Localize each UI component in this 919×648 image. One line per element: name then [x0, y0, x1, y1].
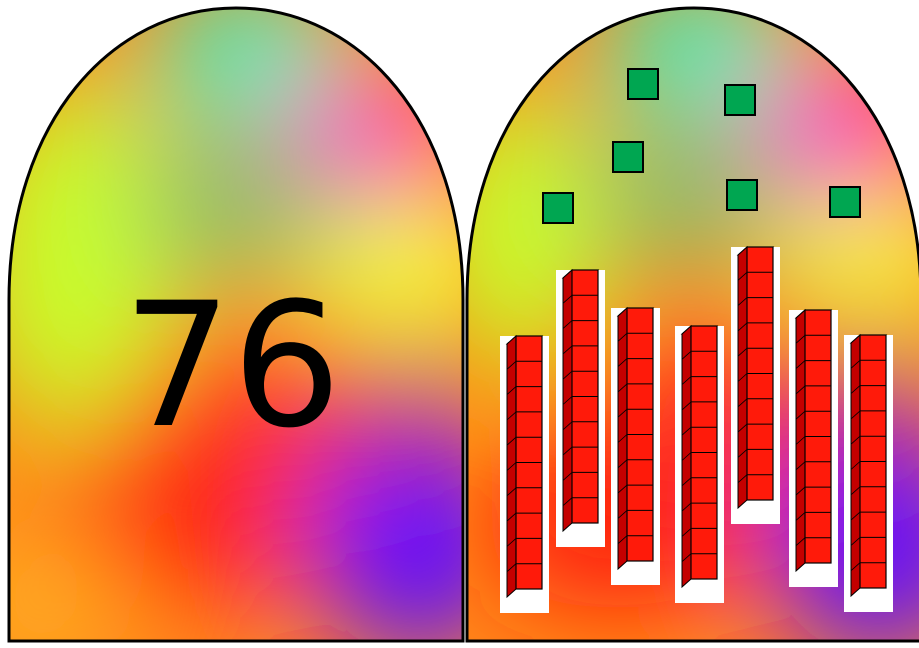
- ten-rod: [500, 334, 549, 613]
- unit-divider-side: [795, 512, 806, 521]
- unit-divider-side: [737, 474, 748, 483]
- unit-divider-side: [795, 537, 806, 546]
- unit-divider-side: [850, 435, 861, 445]
- unit-divider-side: [795, 385, 806, 395]
- unit-divider-side: [681, 426, 692, 436]
- unit-divider-side: [562, 497, 573, 506]
- unit-divider-side: [850, 385, 861, 394]
- unit-divider-side: [562, 345, 573, 355]
- unit-divider-side: [850, 486, 861, 496]
- ten-rod: [844, 333, 893, 612]
- unit-cube: [627, 68, 659, 100]
- unit-divider-side: [562, 396, 573, 405]
- unit-divider-side: [795, 486, 806, 496]
- unit-divider-side: [681, 528, 692, 537]
- unit-divider-side: [562, 320, 573, 329]
- unit-divider-side: [737, 398, 748, 408]
- left-number-card: 76: [7, 6, 465, 643]
- ten-rod: [556, 268, 605, 547]
- unit-divider-side: [850, 537, 861, 546]
- unit-divider-side: [562, 421, 573, 431]
- unit-divider-side: [506, 386, 517, 395]
- unit-divider-side: [617, 434, 628, 443]
- unit-divider-side: [562, 472, 573, 481]
- ten-rod: [731, 245, 780, 524]
- unit-divider-side: [562, 370, 573, 380]
- ten-rods: [500, 245, 893, 613]
- left-card-outline: [7, 6, 465, 643]
- unit-divider-side: [681, 477, 692, 487]
- unit-divider-side: [737, 297, 748, 306]
- unit-divider-side: [562, 295, 573, 304]
- unit-divider-side: [617, 535, 628, 544]
- ten-rod: [675, 324, 724, 603]
- unit-divider-side: [737, 322, 748, 332]
- number-label: 76: [123, 265, 342, 466]
- unit-cube: [542, 192, 574, 224]
- unit-divider-side: [506, 538, 517, 547]
- unit-divider-side: [617, 383, 628, 393]
- right-card-outline: [465, 6, 919, 643]
- unit-divider-side: [681, 376, 692, 385]
- unit-divider-side: [681, 452, 692, 461]
- unit-divider-side: [617, 484, 628, 494]
- unit-cube: [829, 186, 861, 218]
- unit-divider-side: [506, 436, 517, 446]
- ten-rod: [611, 306, 660, 585]
- unit-divider-side: [617, 358, 628, 367]
- unit-divider-side: [506, 462, 517, 471]
- unit-divider-side: [506, 563, 517, 572]
- unit-divider-side: [506, 512, 517, 522]
- unit-divider-side: [681, 502, 692, 512]
- unit-divider-side: [562, 446, 573, 456]
- unit-divider-side: [795, 436, 806, 445]
- unit-divider-side: [617, 408, 628, 418]
- unit-divider-side: [617, 510, 628, 519]
- unit-divider-side: [737, 373, 748, 382]
- unit-divider-side: [681, 401, 692, 411]
- unit-divider-side: [795, 335, 806, 344]
- unit-divider-side: [506, 411, 517, 421]
- unit-divider-side: [850, 511, 861, 521]
- unit-cube: [726, 179, 758, 211]
- unit-divider-side: [795, 410, 806, 420]
- unit-divider-side: [850, 360, 861, 369]
- unit-divider-side: [681, 553, 692, 562]
- ten-rod: [789, 308, 838, 587]
- unit-divider-side: [795, 461, 806, 471]
- right-base-ten-card: [465, 6, 919, 643]
- unit-divider-side: [737, 347, 748, 357]
- unit-divider-side: [506, 487, 517, 497]
- unit-divider-side: [850, 461, 861, 470]
- unit-divider-side: [850, 562, 861, 571]
- unit-divider-side: [737, 449, 748, 458]
- unit-divider-side: [617, 459, 628, 469]
- unit-divider-side: [737, 423, 748, 433]
- unit-divider-side: [737, 272, 748, 281]
- unit-divider-side: [506, 361, 517, 370]
- unit-cube: [724, 84, 756, 116]
- unit-divider-side: [795, 360, 806, 369]
- unit-divider-side: [681, 351, 692, 360]
- unit-divider-side: [617, 333, 628, 342]
- unit-cube: [612, 141, 644, 173]
- unit-cubes: [542, 68, 861, 224]
- unit-divider-side: [850, 410, 861, 420]
